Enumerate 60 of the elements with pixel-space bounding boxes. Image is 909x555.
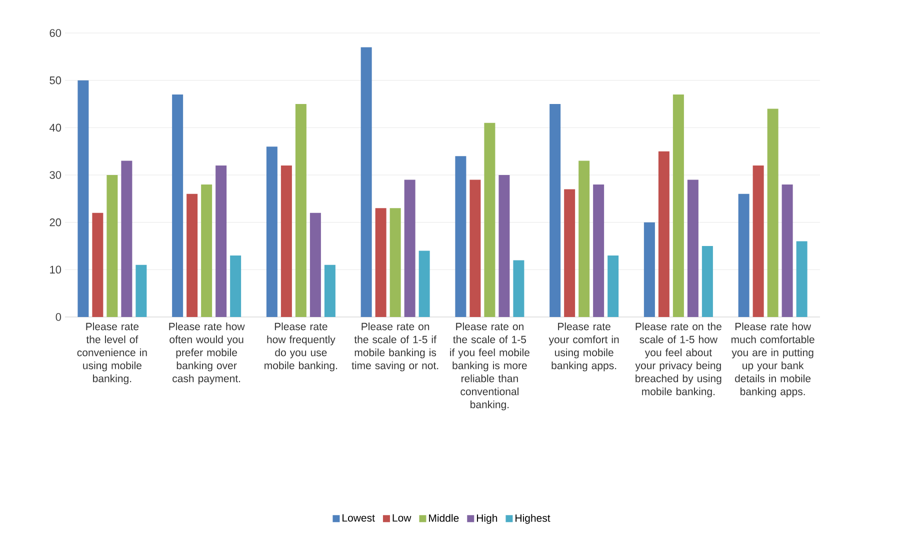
bar [310,212,321,317]
bar [593,184,604,317]
x-tick-label: Please rate on the scale of 1-5 if mobile banking is time saving or not. [352,322,438,372]
x-tick-label: Please rate how much comfortable you are in putting up your bank details in mobile banking apps. [732,322,814,398]
y-tick-label: 60 [50,29,62,37]
bar [201,184,212,317]
bar [121,160,132,317]
bar [172,94,184,317]
bar [738,194,750,317]
bar [702,246,713,317]
bar [78,80,89,317]
x-tick-label: Please rate the level of convenience in using mobile banking. [77,322,147,384]
bar [404,180,416,317]
x-tick-label: Please rate how frequently do you use mobile banking. [264,322,338,372]
bar [375,208,386,317]
bar [484,122,496,317]
bar [455,156,466,317]
bar [186,194,198,317]
legend-label: Lowest [342,514,375,522]
bar [295,104,306,317]
bar [752,166,764,317]
x-tick-label: Please rate how often would you prefer mobile banking over cash payment. [169,322,245,384]
bar [498,175,510,317]
bar [564,189,576,317]
x-tick-label: Please rate your comfort in using mobile banking apps. [548,322,619,372]
bar [796,241,808,317]
bar [230,255,242,317]
y-tick-label: 0 [56,313,62,321]
bar [106,175,118,317]
bar [782,184,793,317]
x-tick-label: Please rate on the scale of 1-5 if you feel mobile banking is more reliable than conventional banking. [450,322,530,410]
bar [550,104,561,317]
bar [390,208,401,317]
bar [672,94,684,317]
bar [578,160,590,317]
bar [324,264,336,317]
y-tick-label: 20 [50,218,62,226]
y-tick-label: 30 [50,171,62,179]
bar [136,264,147,317]
bar [216,166,227,317]
legend-label: Highest [516,514,550,524]
bar [767,108,778,317]
bar [644,222,655,317]
y-tick-label: 50 [50,76,62,84]
bar [513,260,524,317]
legend-label: Low [392,514,412,522]
legend-label: Middle [429,514,459,522]
bar [658,151,670,317]
bar [360,47,372,317]
bar [92,212,104,317]
bar [266,146,278,317]
legend-label: High [476,514,498,524]
bar [418,250,430,317]
x-tick-label: Please rate on the scale of 1-5 how you feel about your privacy being breached by using mobile banking. [635,322,722,398]
bar [608,255,619,317]
bar [687,180,698,317]
y-tick-label: 10 [50,266,62,274]
bar [280,166,292,317]
y-tick-label: 40 [49,124,62,132]
bar [470,180,481,317]
